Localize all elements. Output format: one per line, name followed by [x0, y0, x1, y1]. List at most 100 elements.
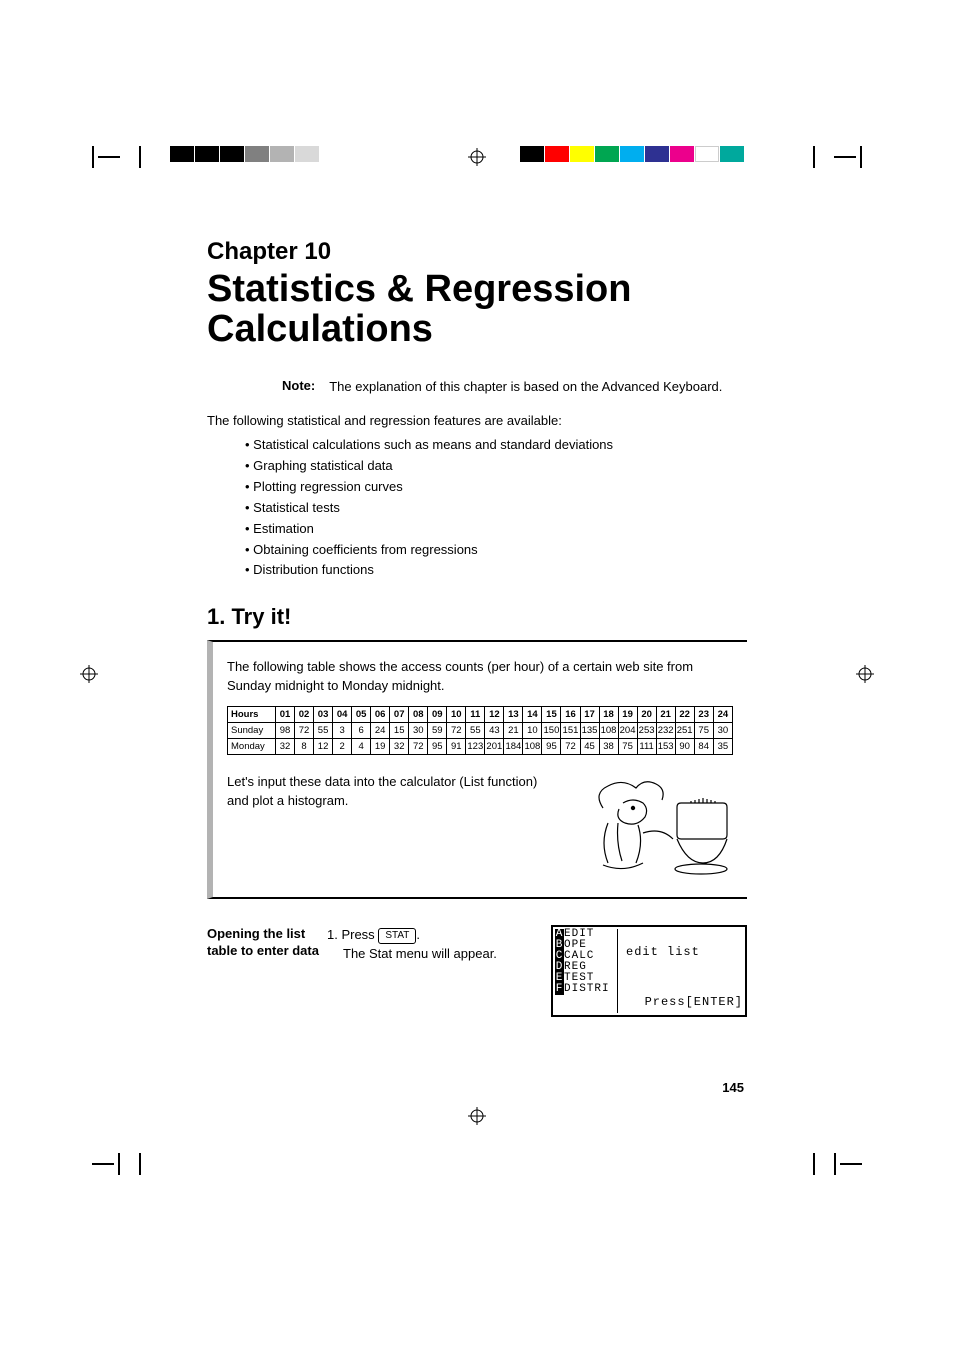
- data-cell: 55: [466, 722, 485, 738]
- hour-header: 14: [523, 706, 542, 722]
- data-cell: 72: [561, 738, 580, 754]
- data-cell: 19: [371, 738, 390, 754]
- step-prefix: 1. Press: [327, 927, 375, 942]
- registration-marks-bottom: [0, 1105, 954, 1135]
- hour-header: 19: [618, 706, 637, 722]
- hour-header: 06: [371, 706, 390, 722]
- data-cell: 84: [694, 738, 713, 754]
- data-cell: 75: [618, 738, 637, 754]
- table-header: Hours: [228, 706, 276, 722]
- calc-right-line2: Press[ENTER]: [626, 995, 743, 1009]
- data-cell: 45: [580, 738, 599, 754]
- hour-header: 22: [675, 706, 694, 722]
- calc-menu-item: FDISTRI: [555, 984, 610, 995]
- page-content: Chapter 10 Statistics & Regression Calcu…: [207, 238, 747, 1017]
- row-label: Monday: [228, 738, 276, 754]
- data-cell: 24: [371, 722, 390, 738]
- data-cell: 55: [314, 722, 333, 738]
- data-cell: 72: [409, 738, 428, 754]
- chapter-title: Statistics & Regression Calculations: [207, 270, 747, 350]
- hour-header: 03: [314, 706, 333, 722]
- data-cell: 91: [447, 738, 466, 754]
- row-label: Sunday: [228, 722, 276, 738]
- data-cell: 35: [713, 738, 732, 754]
- after-table-text: Let's input these data into the calculat…: [227, 773, 559, 811]
- data-cell: 43: [485, 722, 504, 738]
- side-register-icon: [856, 665, 874, 683]
- data-cell: 123: [466, 738, 485, 754]
- data-cell: 15: [390, 722, 409, 738]
- data-cell: 10: [523, 722, 542, 738]
- feature-list: Statistical calculations such as means a…: [245, 436, 747, 580]
- data-cell: 95: [542, 738, 561, 754]
- data-cell: 95: [428, 738, 447, 754]
- hour-header: 07: [390, 706, 409, 722]
- example-intro: The following table shows the access cou…: [227, 658, 733, 696]
- data-cell: 30: [409, 722, 428, 738]
- center-register-icon: [468, 1107, 486, 1125]
- hour-header: 21: [656, 706, 675, 722]
- hour-header: 24: [713, 706, 732, 722]
- table-row: Sunday9872553624153059725543211015015113…: [228, 722, 733, 738]
- data-cell: 32: [276, 738, 295, 754]
- hour-header: 18: [599, 706, 618, 722]
- page-number: 145: [722, 1080, 744, 1095]
- calc-menu: AEDITBOPECCALCDREGETESTFDISTRI: [555, 929, 610, 995]
- data-cell: 98: [276, 722, 295, 738]
- hour-header: 10: [447, 706, 466, 722]
- table-row: Monday3281224193272959112320118410895724…: [228, 738, 733, 754]
- data-cell: 72: [295, 722, 314, 738]
- data-cell: 32: [390, 738, 409, 754]
- example-box: The following table shows the access cou…: [207, 640, 747, 899]
- result-line: The Stat menu will appear.: [327, 944, 551, 964]
- feature-item: Graphing statistical data: [245, 457, 747, 476]
- section-heading: 1. Try it!: [207, 604, 747, 630]
- data-table: Hours01020304050607080910111213141516171…: [227, 706, 733, 755]
- data-cell: 2: [333, 738, 352, 754]
- hour-header: 17: [580, 706, 599, 722]
- data-cell: 75: [694, 722, 713, 738]
- page: Chapter 10 Statistics & Regression Calcu…: [0, 0, 954, 1351]
- data-cell: 8: [295, 738, 314, 754]
- feature-item: Plotting regression curves: [245, 478, 747, 497]
- data-cell: 12: [314, 738, 333, 754]
- feature-item: Obtaining coefficients from regressions: [245, 541, 747, 560]
- hour-header: 05: [352, 706, 371, 722]
- data-cell: 135: [580, 722, 599, 738]
- note-label: Note:: [282, 378, 315, 396]
- data-cell: 38: [599, 738, 618, 754]
- hour-header: 15: [542, 706, 561, 722]
- center-register-icon: [468, 148, 486, 166]
- data-cell: 3: [333, 722, 352, 738]
- hour-header: 16: [561, 706, 580, 722]
- hour-header: 02: [295, 706, 314, 722]
- hour-header: 01: [276, 706, 295, 722]
- feature-item: Statistical tests: [245, 499, 747, 518]
- step-suffix: .: [416, 927, 420, 942]
- keyboard-lion-illustration: [573, 773, 733, 883]
- hour-header: 13: [504, 706, 523, 722]
- hour-header: 23: [694, 706, 713, 722]
- note-text: The explanation of this chapter is based…: [329, 378, 747, 396]
- chapter-label: Chapter 10: [207, 238, 747, 266]
- intro-line: The following statistical and regression…: [207, 413, 747, 428]
- data-cell: 72: [447, 722, 466, 738]
- data-cell: 30: [713, 722, 732, 738]
- note: Note: The explanation of this chapter is…: [282, 378, 747, 396]
- data-cell: 6: [352, 722, 371, 738]
- data-cell: 108: [523, 738, 542, 754]
- side-register-icon: [80, 665, 98, 683]
- data-cell: 59: [428, 722, 447, 738]
- feature-item: Distribution functions: [245, 561, 747, 580]
- data-cell: 90: [675, 738, 694, 754]
- data-cell: 251: [675, 722, 694, 738]
- data-cell: 108: [599, 722, 618, 738]
- instruction-body: 1. Press STAT. The Stat menu will appear…: [327, 925, 551, 964]
- feature-item: Estimation: [245, 520, 747, 539]
- calc-right-line1: edit list: [626, 945, 743, 959]
- registration-marks-top: [0, 146, 954, 176]
- data-cell: 21: [504, 722, 523, 738]
- instruction-label: Opening the list table to enter data: [207, 925, 327, 960]
- data-cell: 150: [542, 722, 561, 738]
- data-cell: 253: [637, 722, 656, 738]
